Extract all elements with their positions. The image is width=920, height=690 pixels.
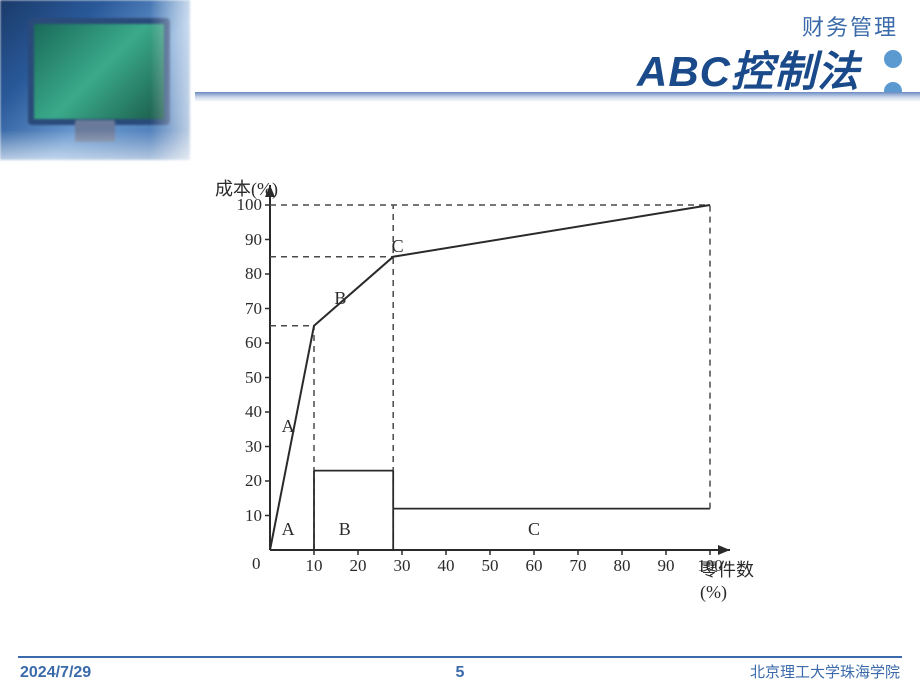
region-label-b: B	[339, 519, 351, 540]
y-tick: 100	[228, 195, 262, 215]
x-tick: 30	[387, 556, 417, 576]
fade-bottom	[0, 130, 200, 180]
abc-chart: 成本(%) 零件数(%) 102030405060708090100102030…	[200, 175, 780, 595]
region-label-c: C	[528, 519, 540, 540]
x-tick: 70	[563, 556, 593, 576]
bullet-icon	[884, 50, 902, 68]
title-row: ABC控制法	[0, 38, 920, 98]
y-tick: 30	[228, 437, 262, 457]
x-tick: 50	[475, 556, 505, 576]
footer-rule	[18, 656, 902, 658]
footer-page: 5	[456, 664, 465, 682]
y-tick: 60	[228, 333, 262, 353]
region-label-c: C	[392, 236, 404, 257]
y-tick: 80	[228, 264, 262, 284]
region-label-b: B	[334, 288, 346, 309]
y-tick: 40	[228, 402, 262, 422]
region-label-a: A	[282, 416, 295, 437]
x-tick: 90	[651, 556, 681, 576]
x-tick: 40	[431, 556, 461, 576]
y-tick: 70	[228, 299, 262, 319]
y-tick: 50	[228, 368, 262, 388]
x-tick: 60	[519, 556, 549, 576]
page-title: ABC控制法	[637, 38, 860, 99]
y-tick: 90	[228, 230, 262, 250]
title-underline	[195, 92, 920, 102]
footer-date: 2024/7/29	[20, 664, 91, 682]
x-tick: 20	[343, 556, 373, 576]
footer-org: 北京理工大学珠海学院	[750, 661, 900, 682]
y-tick: 10	[228, 506, 262, 526]
x-tick: 10	[299, 556, 329, 576]
origin-label: 0	[252, 554, 261, 574]
y-tick: 20	[228, 471, 262, 491]
region-label-a: A	[282, 519, 295, 540]
x-tick: 100	[695, 556, 725, 576]
x-tick: 80	[607, 556, 637, 576]
